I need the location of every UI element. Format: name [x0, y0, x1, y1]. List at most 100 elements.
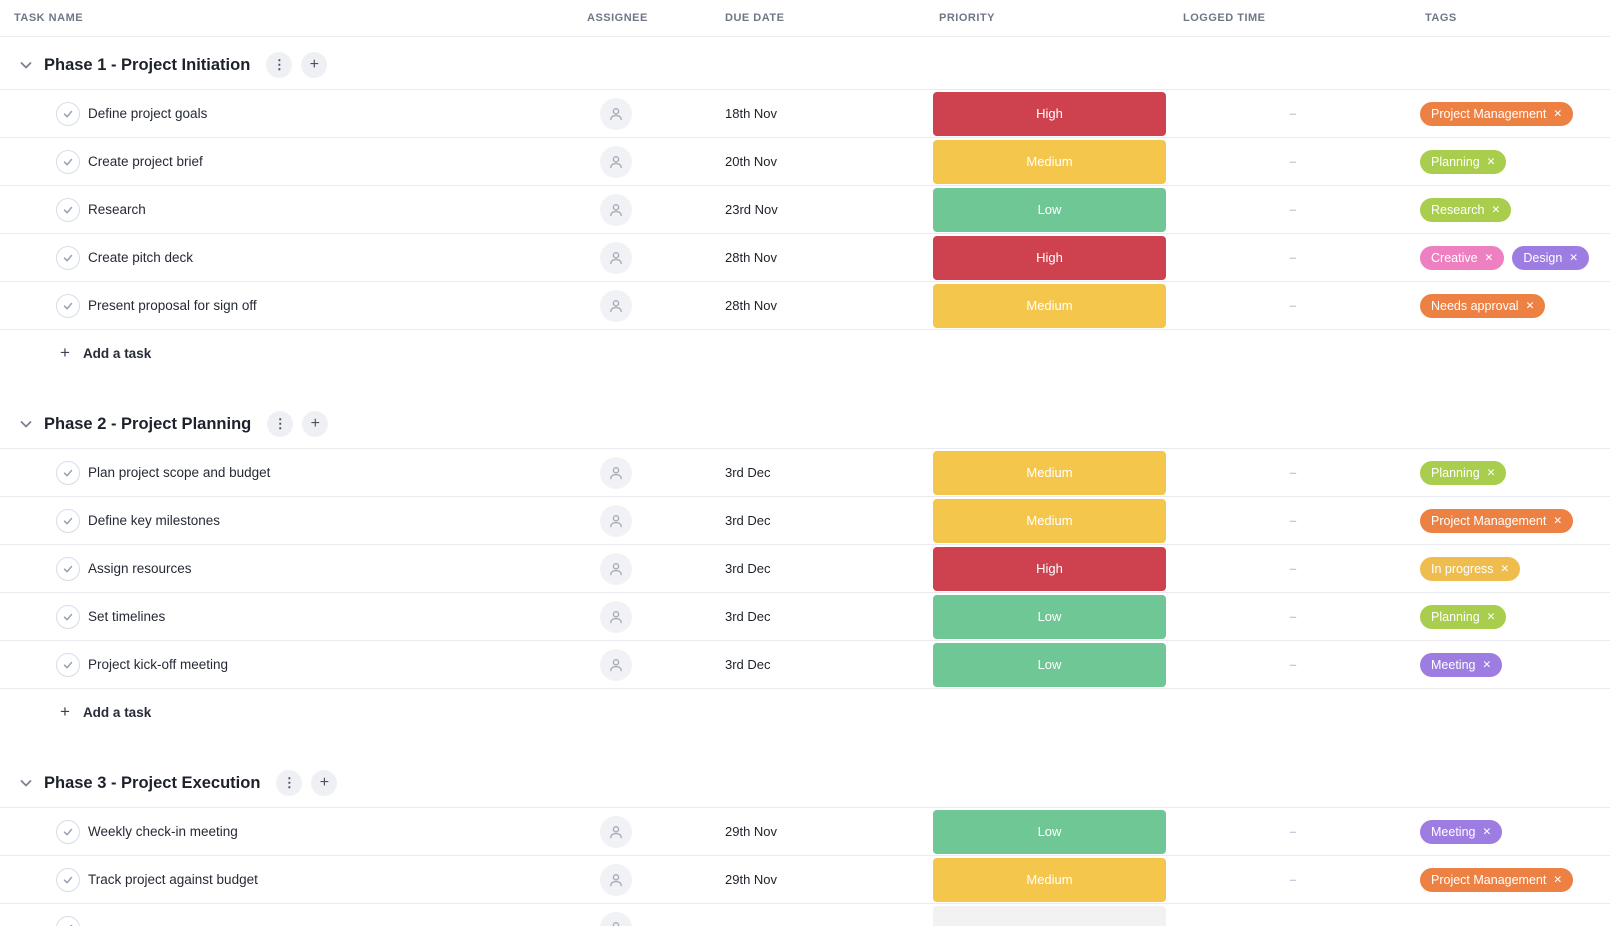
due-date[interactable]: 23rd Nov — [725, 202, 778, 217]
tag-creative[interactable]: Creative ✕ — [1420, 245, 1505, 270]
assignee-avatar[interactable] — [600, 241, 632, 274]
tag-project-management[interactable]: Project Management ✕ — [1420, 508, 1574, 533]
due-date[interactable]: 3rd Dec — [725, 609, 771, 624]
remove-tag-icon[interactable]: ✕ — [1486, 610, 1496, 623]
priority-badge[interactable]: Low — [933, 187, 1166, 232]
remove-tag-icon[interactable]: ✕ — [1553, 873, 1563, 886]
assignee-avatar[interactable] — [600, 97, 632, 130]
chevron-down-icon[interactable] — [18, 57, 34, 73]
task-name[interactable]: Track project against budget — [88, 872, 258, 887]
section-add-task-button[interactable]: + — [311, 770, 338, 796]
due-date[interactable]: 29th Nov — [725, 872, 778, 887]
logged-time[interactable]: – — [1289, 513, 1297, 528]
assignee-avatar[interactable] — [600, 863, 632, 896]
priority-badge[interactable]: Medium — [933, 450, 1166, 495]
complete-task-checkbox[interactable] — [56, 915, 80, 926]
task-name[interactable]: Define key milestones — [88, 513, 221, 528]
chevron-down-icon[interactable] — [18, 416, 34, 432]
task-name[interactable]: Plan project scope and budget — [88, 465, 271, 480]
priority-badge[interactable]: Medium — [933, 283, 1166, 328]
logged-time[interactable]: – — [1289, 202, 1297, 217]
tag-project-management[interactable]: Project Management ✕ — [1420, 867, 1574, 892]
remove-tag-icon[interactable]: ✕ — [1553, 107, 1563, 120]
tag-design[interactable]: Design ✕ — [1512, 245, 1590, 270]
logged-time[interactable]: – — [1289, 609, 1297, 624]
assignee-avatar[interactable] — [600, 911, 632, 926]
due-date[interactable]: 3rd Dec — [725, 561, 771, 576]
tag-needs-approval[interactable]: Needs approval ✕ — [1420, 293, 1546, 318]
remove-tag-icon[interactable]: ✕ — [1486, 466, 1496, 479]
remove-tag-icon[interactable]: ✕ — [1482, 658, 1492, 671]
tag-meeting[interactable]: Meeting ✕ — [1420, 819, 1503, 844]
priority-badge[interactable]: Low — [933, 594, 1166, 639]
assignee-avatar[interactable] — [600, 289, 632, 322]
logged-time[interactable]: – — [1289, 824, 1297, 839]
task-name[interactable]: Assign resources — [88, 561, 192, 576]
assignee-avatar[interactable] — [600, 552, 632, 585]
priority-badge[interactable]: Medium — [933, 139, 1166, 184]
due-date[interactable]: 18th Nov — [725, 106, 778, 121]
assignee-avatar[interactable] — [600, 648, 632, 681]
remove-tag-icon[interactable]: ✕ — [1484, 251, 1494, 264]
add-task-button[interactable]: + Add a task — [0, 689, 1610, 735]
chevron-down-icon[interactable] — [18, 775, 34, 791]
task-name[interactable]: Project kick-off meeting — [88, 657, 229, 672]
remove-tag-icon[interactable]: ✕ — [1491, 203, 1501, 216]
priority-badge[interactable]: High — [933, 546, 1166, 591]
task-name[interactable]: Present proposal for sign off — [88, 298, 257, 313]
complete-task-checkbox[interactable] — [56, 652, 80, 677]
task-name[interactable]: Define project goals — [88, 106, 208, 121]
priority-badge[interactable]: Medium — [933, 857, 1166, 902]
remove-tag-icon[interactable]: ✕ — [1553, 514, 1563, 527]
logged-time[interactable]: – — [1289, 250, 1297, 265]
tag-planning[interactable]: Planning ✕ — [1420, 149, 1507, 174]
complete-task-checkbox[interactable] — [56, 197, 80, 222]
complete-task-checkbox[interactable] — [56, 293, 80, 318]
priority-badge[interactable]: Medium — [933, 498, 1166, 543]
task-name[interactable]: Research — [88, 202, 146, 217]
tag-meeting[interactable]: Meeting ✕ — [1420, 652, 1503, 677]
section-menu-button[interactable]: ⋮ — [267, 411, 294, 437]
logged-time[interactable]: – — [1289, 298, 1297, 313]
priority-badge[interactable]: Low — [933, 642, 1166, 687]
logged-time[interactable]: – — [1289, 657, 1297, 672]
complete-task-checkbox[interactable] — [56, 149, 80, 174]
assignee-avatar[interactable] — [600, 145, 632, 178]
section-add-task-button[interactable]: + — [302, 411, 329, 437]
due-date[interactable]: 29th Nov — [725, 824, 778, 839]
remove-tag-icon[interactable]: ✕ — [1486, 155, 1496, 168]
remove-tag-icon[interactable]: ✕ — [1569, 251, 1579, 264]
add-task-button[interactable]: + Add a task — [0, 330, 1610, 376]
remove-tag-icon[interactable]: ✕ — [1500, 562, 1510, 575]
due-date[interactable]: 3rd Dec — [725, 513, 771, 528]
task-name[interactable]: Weekly check-in meeting — [88, 824, 238, 839]
section-add-task-button[interactable]: + — [301, 52, 328, 78]
due-date[interactable]: 20th Nov — [725, 154, 778, 169]
complete-task-checkbox[interactable] — [56, 604, 80, 629]
priority-badge[interactable]: High — [933, 91, 1166, 136]
section-menu-button[interactable]: ⋮ — [276, 770, 303, 796]
task-name[interactable]: Create project brief — [88, 154, 203, 169]
logged-time[interactable]: – — [1289, 561, 1297, 576]
complete-task-checkbox[interactable] — [56, 819, 80, 844]
tag-project-management[interactable]: Project Management ✕ — [1420, 101, 1574, 126]
due-date[interactable]: 28th Nov — [725, 298, 778, 313]
assignee-avatar[interactable] — [600, 504, 632, 537]
due-date[interactable]: 3rd Dec — [725, 465, 771, 480]
priority-badge[interactable]: High — [933, 235, 1166, 280]
logged-time[interactable]: – — [1289, 872, 1297, 887]
remove-tag-icon[interactable]: ✕ — [1482, 825, 1492, 838]
complete-task-checkbox[interactable] — [56, 867, 80, 892]
priority-badge[interactable] — [933, 905, 1166, 926]
due-date[interactable]: 28th Nov — [725, 250, 778, 265]
tag-planning[interactable]: Planning ✕ — [1420, 460, 1507, 485]
complete-task-checkbox[interactable] — [56, 556, 80, 581]
priority-badge[interactable]: Low — [933, 809, 1166, 854]
logged-time[interactable]: – — [1289, 154, 1297, 169]
assignee-avatar[interactable] — [600, 193, 632, 226]
complete-task-checkbox[interactable] — [56, 460, 80, 485]
remove-tag-icon[interactable]: ✕ — [1525, 299, 1535, 312]
assignee-avatar[interactable] — [600, 815, 632, 848]
assignee-avatar[interactable] — [600, 456, 632, 489]
logged-time[interactable]: – — [1289, 106, 1297, 121]
